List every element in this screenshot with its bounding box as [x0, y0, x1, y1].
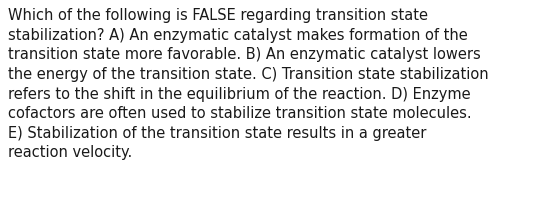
Text: Which of the following is FALSE regarding transition state
stabilization? A) An : Which of the following is FALSE regardin…: [8, 8, 489, 160]
